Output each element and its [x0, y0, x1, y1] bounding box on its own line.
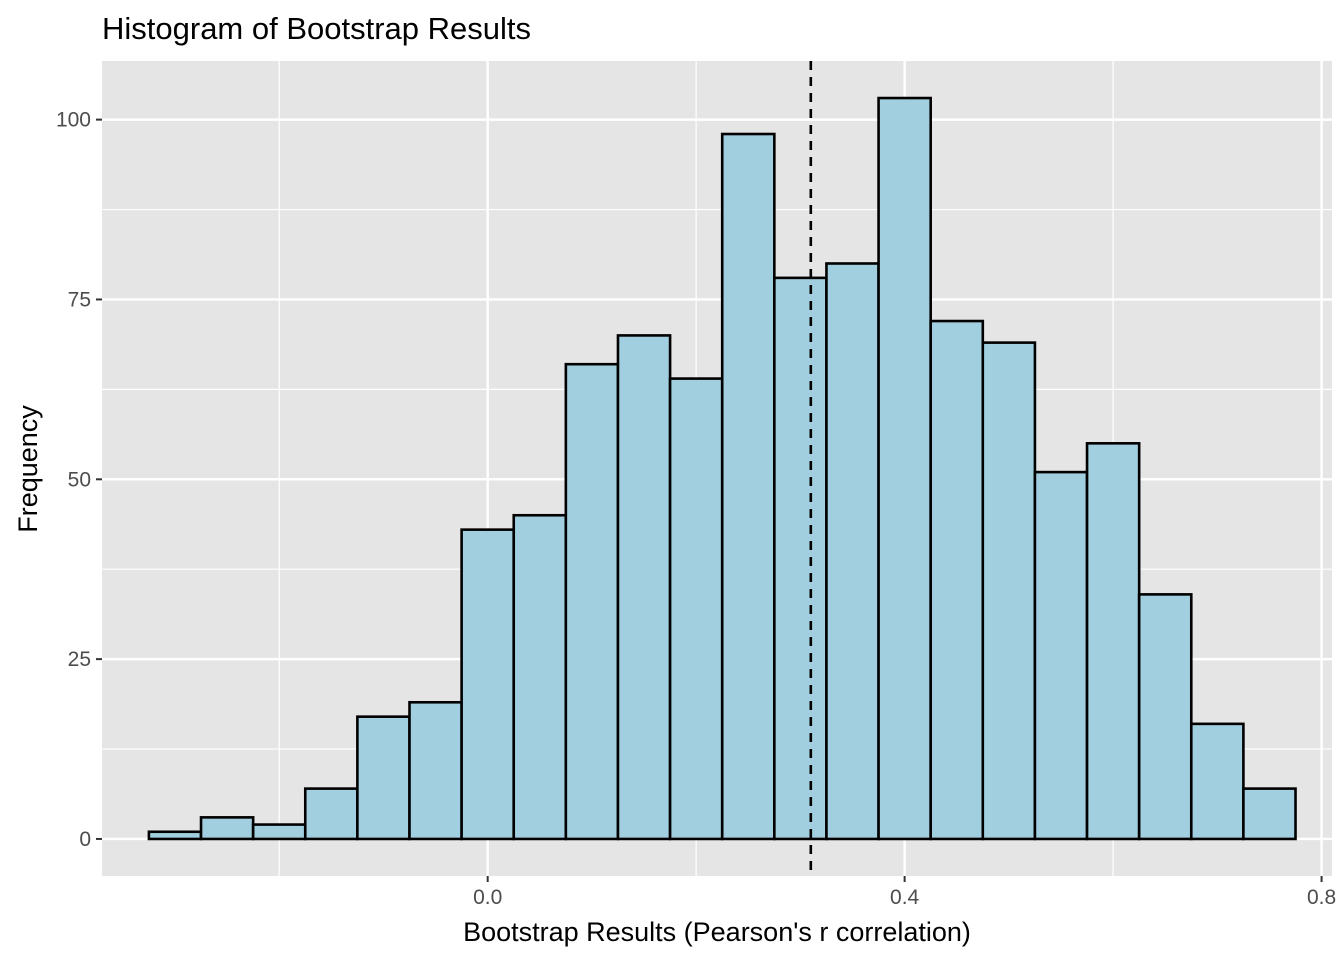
histogram-bar: [408, 700, 463, 841]
histogram-bar: [1189, 722, 1245, 841]
y-tick-label: 75: [68, 288, 91, 311]
histogram-bar: [616, 334, 672, 841]
histogram-bar: [773, 276, 828, 841]
histogram-bar: [199, 816, 255, 841]
histogram-bar: [877, 96, 932, 841]
histogram-bar: [825, 262, 880, 841]
histogram-bar: [356, 715, 411, 841]
histogram-bar: [512, 513, 568, 841]
chart-title: Histogram of Bootstrap Results: [102, 11, 531, 46]
histogram-bar: [460, 528, 516, 841]
y-tick-label: 25: [68, 648, 91, 671]
histogram-bar: [720, 132, 776, 841]
x-tick-label: 0.8: [1307, 886, 1336, 909]
x-axis: 0.0 0.4 0.8: [473, 876, 1336, 909]
histogram-bar: [1033, 470, 1089, 841]
x-tick-label: 0.0: [473, 886, 502, 909]
histogram-bar: [564, 362, 620, 841]
histogram-bar: [981, 341, 1037, 841]
histogram-bar: [1137, 593, 1193, 841]
histogram-bar: [303, 787, 359, 841]
histogram-bar: [929, 319, 985, 841]
histogram-bar: [1242, 787, 1297, 841]
y-tick-label: 100: [56, 109, 91, 132]
y-tick-label: 50: [68, 468, 91, 491]
y-axis: 0 25 50 75 100: [56, 109, 102, 851]
histogram-bar: [147, 830, 203, 841]
histogram-bar: [251, 823, 307, 841]
x-tick-label: 0.4: [890, 886, 920, 909]
histogram-bar: [1085, 442, 1141, 841]
histogram-bar: [668, 377, 724, 841]
x-axis-title: Bootstrap Results (Pearson's r correlati…: [463, 917, 971, 947]
histogram-bars: [147, 96, 1297, 841]
y-axis-title: Frequency: [13, 405, 43, 533]
y-tick-label: 0: [79, 828, 91, 851]
